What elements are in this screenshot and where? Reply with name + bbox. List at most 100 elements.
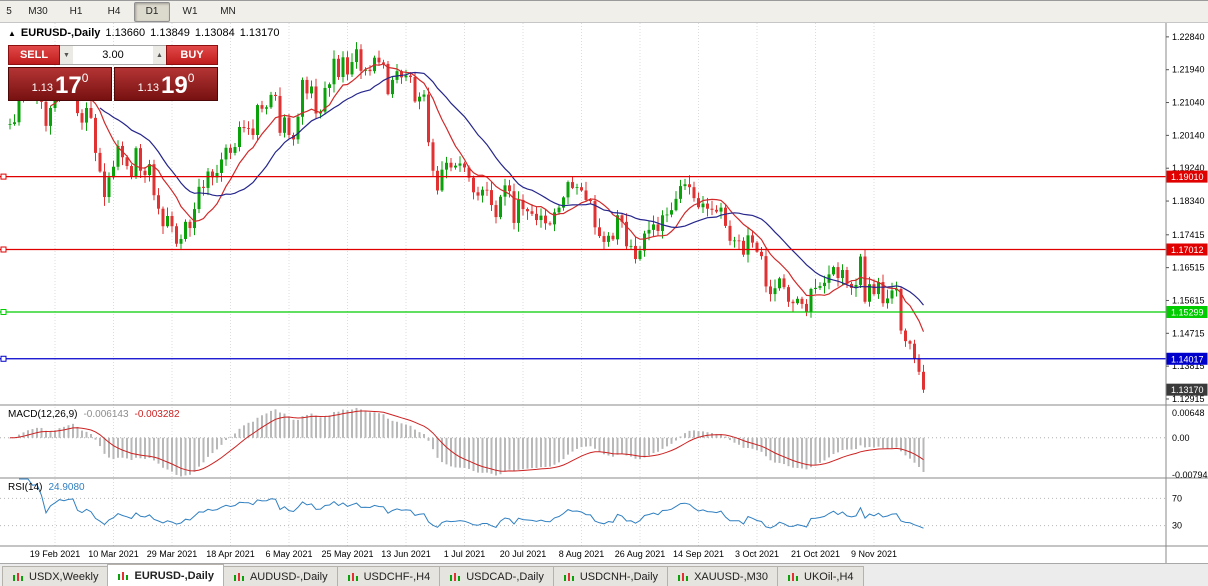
chart-tab-eurusd-daily[interactable]: EURUSD-,Daily [107,564,224,586]
macd-bar [279,412,281,438]
buy-price-display[interactable]: 1.13 19 0 [114,67,218,101]
timeframe-toolbar: 5 M30 H1 H4 D1 W1 MN [0,1,1208,23]
macd-bar [720,434,722,438]
macd-bar [859,437,862,446]
sell-price-pipette: 0 [81,71,89,85]
macd-bar [486,437,488,473]
candle-body [404,75,408,78]
chart-tab-usdcnh-daily[interactable]: USDCNH-,Daily [552,566,669,586]
sell-price-display[interactable]: 1.13 17 0 [8,67,112,101]
hline-handle[interactable] [0,246,7,253]
macd-bar [301,416,304,438]
axis-label: 25 May 2021 [321,549,373,559]
candle-body [841,270,844,279]
macd-bar [72,423,74,438]
macd-bar [688,430,691,438]
axis-label: 1.14017 [1171,354,1204,364]
buy-button[interactable]: BUY [166,45,218,65]
candle-body [571,182,574,188]
macd-bar [670,437,673,444]
chart-tab-ukoil-h4[interactable]: UKOil-,H4 [777,566,864,586]
macd-bar [630,437,632,457]
candle-body [269,94,273,108]
macd-bar [886,437,889,449]
rsi-panel-label: RSI(14) 24.9080 [8,482,85,493]
macd-bar [747,437,749,448]
candle-body [652,224,655,230]
macd-bar [103,437,106,454]
volume-decrease-button[interactable]: ▼ [60,45,73,65]
candle-body [125,157,129,167]
timeframe-button-D1[interactable]: D1 [134,1,170,22]
candle-body [656,224,660,231]
macd-bar [216,437,218,450]
macd-bar [405,424,407,438]
candle-body [454,165,457,168]
timeframe-button-H1[interactable]: H1 [69,6,83,17]
macd-bar [270,410,272,438]
candle-body [913,343,916,360]
axis-label: 1.15615 [1172,295,1205,305]
macd-bar [261,415,263,438]
macd-bar [841,437,844,451]
hline-handle[interactable] [0,308,7,315]
volume-input[interactable] [73,45,153,65]
macd-bar [855,437,857,450]
chart-tab-usdcad-daily[interactable]: USDCAD-,Daily [439,566,554,586]
rsi-title: RSI(14) [8,482,43,493]
chart-tab-label: EURUSD-,Daily [134,570,214,582]
macd-bar [454,437,457,468]
axis-label: 9 Nov 2021 [851,549,897,559]
chart-canvas[interactable]: 1.22840 1.21940 1.21040 1.20140 1.19240 1.183… [0,23,1208,563]
macd-bar [333,411,335,438]
timeframe-button-M30[interactable]: M30 [28,6,48,17]
candle-body [188,221,192,229]
macd-bar [783,437,785,465]
macd-bar [810,437,812,468]
chart-tab-usdx-weekly[interactable]: USDX,Weekly [2,566,109,586]
candle-body [508,185,511,192]
hline-handle[interactable] [0,355,7,362]
macd-bar [652,437,655,454]
chart-tab-xauusd-m30[interactable]: XAUUSD-,M30 [667,566,779,586]
macd-bar [531,437,533,469]
hline-handle[interactable] [0,173,7,180]
timeframe-button-W1[interactable]: W1 [182,6,198,17]
ohlc-close: 1.13170 [239,27,280,39]
timeframe-button-5[interactable]: 5 [6,6,12,17]
chart-background [0,23,1208,563]
macd-bar [733,437,736,443]
candle-body [922,371,925,390]
timeframe-button-H4[interactable]: H4 [107,6,121,17]
date-axis: 19 Feb 2021 10 Mar 2021 29 Mar 2021 18 Apr … [30,549,897,559]
chart-tab-audusd-daily[interactable]: AUDUSD-,Daily [222,566,338,586]
candle-body [427,94,430,143]
candle-body [791,301,795,304]
macd-bar [108,437,110,458]
volume-increase-button[interactable]: ▲ [153,45,166,65]
chart-icon [787,572,799,583]
candle-body [701,203,705,208]
macd-bar [315,415,317,438]
candle-body [665,214,669,216]
macd-bar [765,437,767,457]
ohlc-open: 1.13660 [105,27,146,39]
sell-button[interactable]: SELL [8,45,60,65]
candle-body [832,267,835,275]
macd-bar [738,437,740,445]
candle-body [638,250,642,260]
candle-body [283,117,286,133]
macd-bar [864,437,866,448]
chart-tab-label: USDCHF-,H4 [363,571,431,583]
candle-body [202,186,205,188]
macd-title: MACD(12,26,9) [8,409,78,420]
axis-label: 0.00648 [1172,408,1205,418]
axis-label: 18 Apr 2021 [206,549,255,559]
axis-label: 1.18340 [1172,196,1205,206]
macd-bar [171,437,173,472]
macd-value: -0.006143 [83,409,129,420]
chart-tab-usdchf-h4[interactable]: USDCHF-,H4 [336,566,441,586]
timeframe-button-MN[interactable]: MN [220,6,236,17]
macd-bar [373,412,376,438]
